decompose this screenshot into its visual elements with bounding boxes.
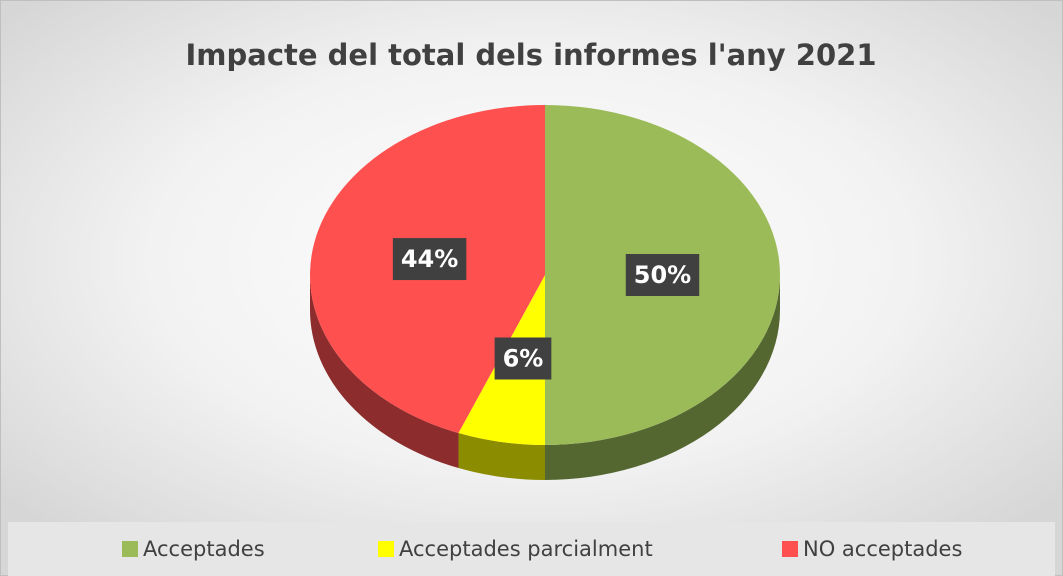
legend-swatch <box>378 541 394 557</box>
data-label-box <box>625 254 700 296</box>
legend-label: Acceptades parcialment <box>399 537 653 561</box>
data-label-box <box>392 238 467 281</box>
slice-side <box>458 433 545 480</box>
data-label-box <box>494 337 552 380</box>
data-label: 44% <box>401 245 458 273</box>
legend-swatch <box>122 541 138 557</box>
slice-side <box>310 275 459 469</box>
legend-swatch <box>782 541 798 557</box>
slice-side <box>545 275 780 480</box>
chart-title: Impacte del total dels informes l'any 20… <box>185 38 876 72</box>
data-label: 50% <box>634 261 691 289</box>
legend-label: NO acceptades <box>803 537 962 561</box>
legend-band <box>8 522 1055 576</box>
legend-label: Acceptades <box>143 537 265 561</box>
data-label: 6% <box>503 344 544 372</box>
